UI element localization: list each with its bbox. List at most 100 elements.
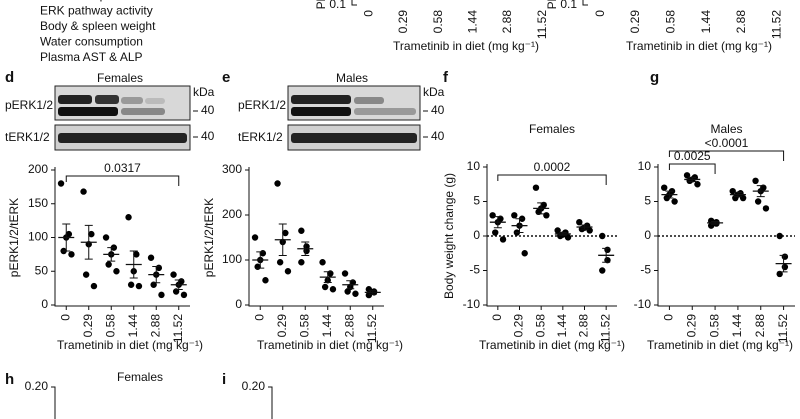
data-point <box>499 236 507 243</box>
y-tick-label: 0.20 <box>25 379 49 393</box>
data-point <box>599 232 606 240</box>
panel-letter: g <box>650 69 659 86</box>
kda-label: kDa <box>423 85 445 99</box>
y-tick-label: -5 <box>469 263 480 277</box>
error-bar <box>779 254 788 273</box>
data-point <box>135 282 143 290</box>
x-tick-label: 1.44 <box>699 10 713 34</box>
y-tick-label: -10 <box>634 297 652 311</box>
x-tick-label: 2.88 <box>577 314 591 338</box>
blot-row-label: tERK1/2 <box>238 130 283 144</box>
data-point <box>133 251 140 258</box>
x-tick-label: 0 <box>362 10 376 17</box>
data-point <box>543 212 550 219</box>
x-axis-label: Trametinib in diet (mg kg⁻¹) <box>479 338 625 352</box>
x-tick-label: 0.58 <box>533 314 547 338</box>
data-point <box>776 232 783 240</box>
panel-letter: h <box>5 371 14 388</box>
p-value: 0.0002 <box>534 160 571 174</box>
x-tick-label: 0.29 <box>396 10 410 34</box>
significance-bracket <box>668 150 785 161</box>
kda-marker: 40 <box>431 103 445 117</box>
error-bar <box>346 280 355 290</box>
y-axis-label: Pl <box>314 0 328 9</box>
y-tick-label: 5 <box>473 194 480 208</box>
error-bar <box>323 271 332 283</box>
data-point <box>599 267 606 274</box>
error-bar <box>174 279 183 290</box>
blot-title: Males <box>336 71 368 85</box>
x-tick-label: 0.29 <box>512 314 526 338</box>
data-point <box>781 253 789 260</box>
data-point <box>88 230 95 238</box>
axes <box>486 164 617 307</box>
data-point <box>284 268 292 275</box>
kda-marker: 40 <box>431 129 445 143</box>
error-bar <box>129 250 138 279</box>
x-axis-label: Trametinib in diet (mg kg⁻¹) <box>626 39 772 53</box>
data-point <box>586 227 593 234</box>
axis <box>51 386 56 419</box>
x-tick-label: 1.44 <box>730 314 744 338</box>
data-point <box>90 282 98 290</box>
data-point <box>251 234 259 241</box>
kda-marker: 40 <box>201 129 215 143</box>
x-tick-label: 2.88 <box>500 10 514 34</box>
chart-title: Females <box>117 370 163 384</box>
x-tick-label: 0 <box>58 314 72 321</box>
data-point <box>365 291 373 299</box>
x-tick-label: 1.44 <box>126 314 140 338</box>
error-bar <box>688 176 697 182</box>
data-point <box>329 286 337 293</box>
x-tick-label: 0.58 <box>707 314 721 338</box>
x-tick-label: 0.29 <box>275 314 289 338</box>
data-point <box>276 259 284 266</box>
x-tick-label: 0 <box>252 314 266 321</box>
error-bar <box>537 202 546 215</box>
x-tick-label: 11.52 <box>598 314 612 343</box>
x-tick-label: 1.44 <box>555 314 569 338</box>
data-point <box>127 281 135 288</box>
y-tick-label: 150 <box>28 196 48 210</box>
y-tick-label: 200 <box>222 207 242 221</box>
panel-letter: i <box>222 371 226 388</box>
data-point <box>604 246 611 253</box>
y-axis-label: Body weight change (g) <box>442 173 456 299</box>
y-tick-label: 0 <box>644 228 651 242</box>
x-tick-label: 1.44 <box>320 314 334 338</box>
data-point <box>352 290 359 297</box>
data-point <box>576 219 583 226</box>
y-tick-label: -10 <box>463 297 481 311</box>
data-point <box>102 234 110 241</box>
panel-letter: e <box>222 69 230 86</box>
x-axis-label: Trametinib in diet (mg kg⁻¹) <box>647 338 793 352</box>
y-axis-label: pERK1/2/tERK <box>7 198 21 277</box>
y-axis-label: Pl <box>545 0 559 9</box>
x-tick-label: 11.52 <box>535 10 549 39</box>
significance-bracket <box>497 174 607 185</box>
p-value: 0.0317 <box>104 161 141 175</box>
x-tick-label: 0 <box>593 10 607 17</box>
error-bar <box>152 266 161 284</box>
y-tick-label: 0.20 <box>242 379 266 393</box>
x-tick-label: 2.88 <box>148 314 162 338</box>
data-point <box>147 254 155 261</box>
chart-title: Males <box>710 122 742 136</box>
y-tick-label: 300 <box>222 162 242 176</box>
data-point <box>105 261 112 268</box>
x-tick-label: 0 <box>490 314 504 321</box>
error-bar <box>580 224 589 230</box>
y-tick-label: 10 <box>467 159 481 173</box>
y-tick-label: 10 <box>638 159 652 173</box>
data-point <box>762 205 770 212</box>
error-bar <box>711 221 720 225</box>
data-point <box>521 250 528 257</box>
error-bar <box>733 192 742 198</box>
x-tick-label: 0.58 <box>103 314 117 338</box>
x-tick-label: 0.29 <box>684 314 698 338</box>
summary-item: Trametinib plasma levels <box>40 0 172 2</box>
y-tick-label: 0 <box>41 297 48 311</box>
blot-title: Females <box>97 71 143 85</box>
axis <box>268 386 273 419</box>
